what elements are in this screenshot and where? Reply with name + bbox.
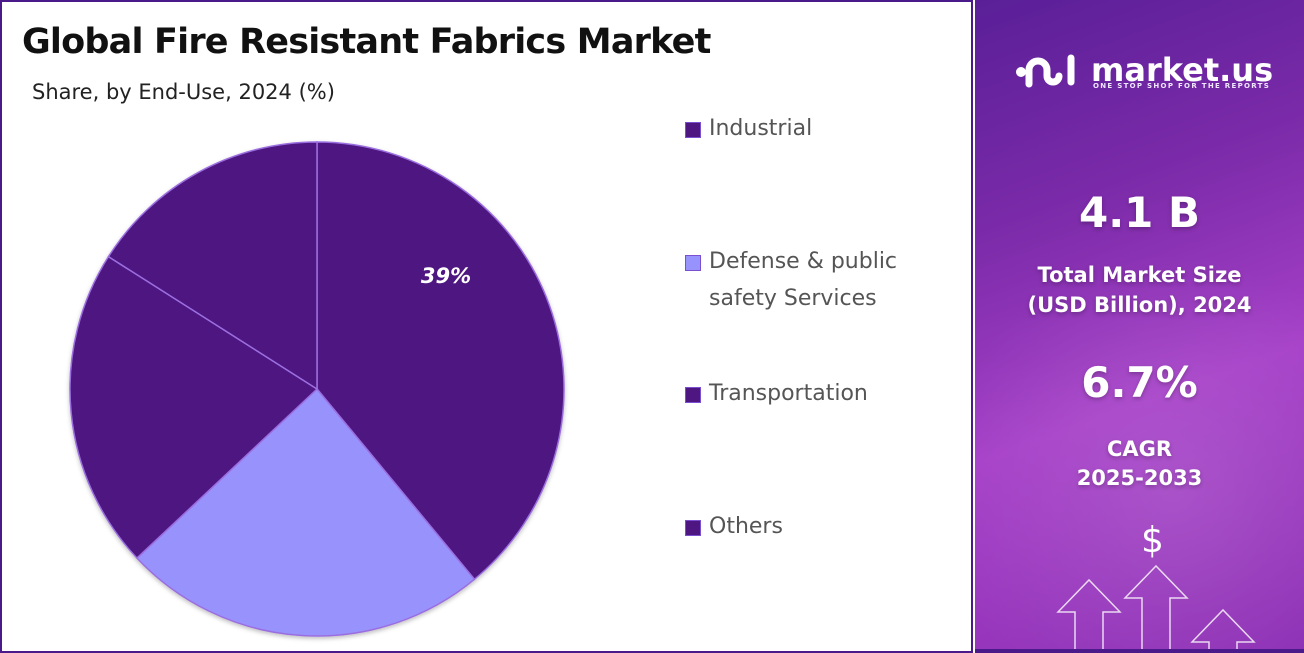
legend-label: Others: [709, 514, 783, 539]
cagr-value: 6.7%: [1081, 358, 1198, 407]
stats-panel: market.us ONE STOP SHOP FOR THE REPORTS …: [975, 0, 1304, 653]
brand-tagline: ONE STOP SHOP FOR THE REPORTS: [1093, 82, 1271, 90]
market-size-label-line1: Total Market Size: [1037, 263, 1242, 287]
market-us-logo-icon: [1016, 54, 1075, 88]
legend-item-others: Others: [685, 514, 945, 545]
legend-swatch-industrial: [685, 122, 701, 138]
chart-panel: Global Fire Resistant Fabrics Market Sha…: [0, 0, 973, 653]
market-size-value: 4.1 B: [1078, 188, 1201, 237]
panel-border: [975, 649, 1304, 653]
brand-logo: market.us: [1015, 50, 1273, 90]
legend-swatch-others: [685, 520, 701, 536]
legend-item-transportation: Transportation: [685, 381, 945, 412]
market-size-label-line2: (USD Billion), 2024: [1027, 293, 1252, 317]
legend-item-defense: Defense & public safety Services: [685, 249, 945, 317]
slice-label-industrial: 39%: [421, 264, 471, 288]
legend-swatch-defense: [685, 255, 701, 271]
legend-swatch-transportation: [685, 387, 701, 403]
slice-transportation: [69, 255, 319, 560]
legend-label-line1: Defense & public: [709, 249, 898, 274]
background-image-overlay: [975, 0, 1304, 653]
slice-industrial: [316, 141, 565, 581]
legend-label: Transportation: [709, 381, 868, 406]
legend-label: Defense & public safety Services: [709, 243, 897, 317]
legend-label: Industrial: [709, 116, 813, 141]
slice-defense: [135, 387, 476, 637]
legend-label-line2: safety Services: [709, 286, 877, 311]
growth-arrows-icon: [1056, 564, 1256, 653]
chart-title: Global Fire Resistant Fabrics Market: [22, 22, 711, 62]
cagr-label-line1: CAGR: [1106, 437, 1173, 461]
legend-item-industrial: Industrial: [685, 116, 945, 147]
chart-subtitle: Share, by End-Use, 2024 (%): [32, 80, 335, 104]
pie-chart: 39%: [69, 141, 565, 637]
cagr-label-line2: 2025-2033: [1076, 466, 1203, 490]
slice-others: [107, 141, 318, 391]
dollar-icon: $: [1141, 520, 1164, 561]
brand-name: market.us: [1091, 51, 1274, 89]
